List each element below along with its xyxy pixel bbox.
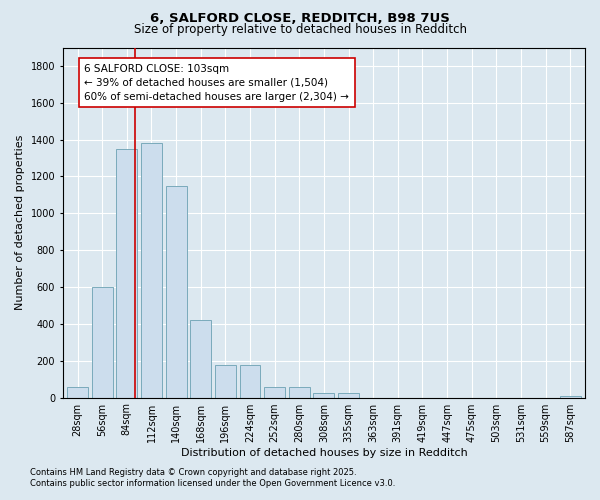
Bar — [264, 386, 285, 398]
Bar — [239, 366, 260, 398]
Bar — [313, 393, 334, 398]
Text: Size of property relative to detached houses in Redditch: Size of property relative to detached ho… — [133, 22, 467, 36]
Text: 6, SALFORD CLOSE, REDDITCH, B98 7US: 6, SALFORD CLOSE, REDDITCH, B98 7US — [150, 12, 450, 26]
Bar — [116, 149, 137, 398]
Bar — [141, 144, 162, 398]
Bar — [338, 393, 359, 398]
Bar — [215, 366, 236, 398]
Text: Contains HM Land Registry data © Crown copyright and database right 2025.
Contai: Contains HM Land Registry data © Crown c… — [30, 468, 395, 487]
Bar — [289, 386, 310, 398]
Text: 6 SALFORD CLOSE: 103sqm
← 39% of detached houses are smaller (1,504)
60% of semi: 6 SALFORD CLOSE: 103sqm ← 39% of detache… — [85, 64, 349, 102]
Bar — [190, 320, 211, 398]
Bar — [560, 396, 581, 398]
Bar — [166, 186, 187, 398]
X-axis label: Distribution of detached houses by size in Redditch: Distribution of detached houses by size … — [181, 448, 467, 458]
Bar — [92, 287, 113, 398]
Bar — [67, 386, 88, 398]
Y-axis label: Number of detached properties: Number of detached properties — [15, 135, 25, 310]
